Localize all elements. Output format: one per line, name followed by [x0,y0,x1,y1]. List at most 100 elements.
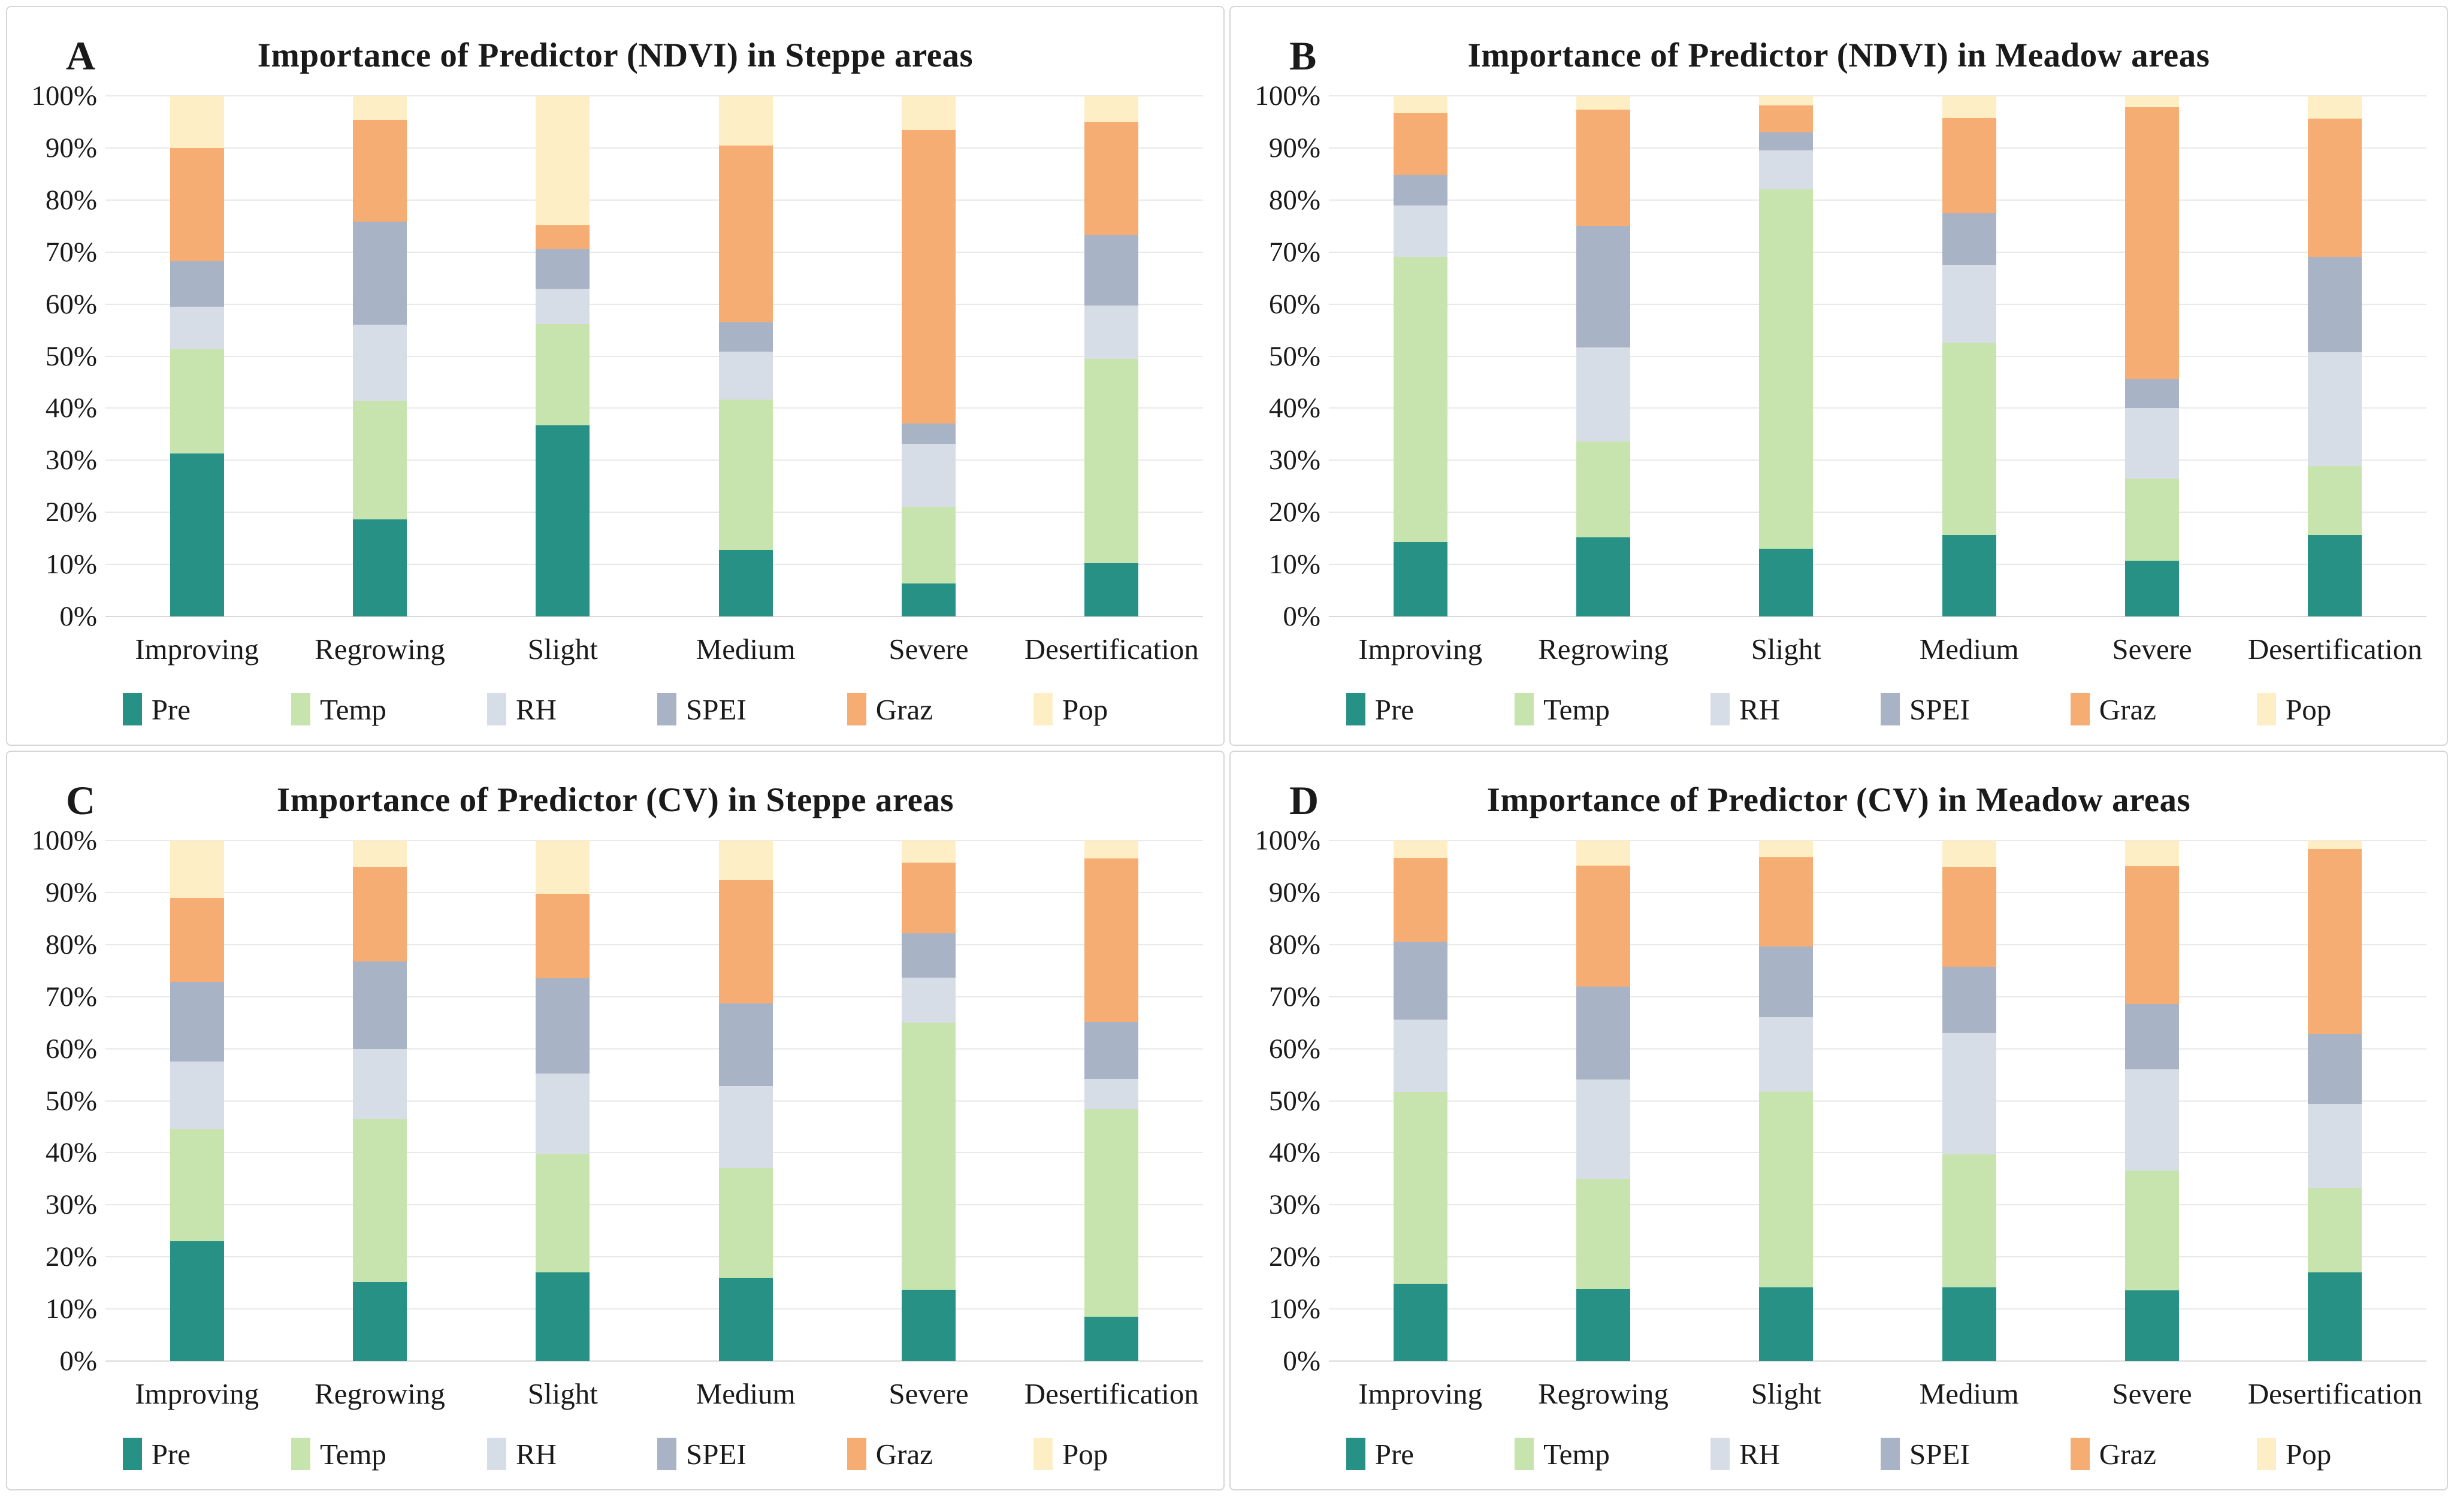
legend-item-pre: Pre [122,1437,191,1471]
panel-c-x-axis: Improving Regrowing Slight Medium Severe Dese… [11,1361,1220,1419]
segment-pop [901,840,956,863]
y-tick-label: 90% [45,132,97,164]
bar-slot-medium [654,840,837,1361]
segment-graz [1942,867,1996,967]
panel-a-legend: Pre Temp RH SPEI Graz Pop [11,674,1220,745]
panel-d-chart: 100% 90% 80% 70% 60% 50% 40% 30% 20% 10% 0% [1234,825,2443,1377]
gridline [1329,616,2426,617]
legend-label-temp: Temp [320,693,386,726]
stacked-bar-regrowing [1576,96,1630,616]
gridline [1329,95,2426,96]
segment-pop [170,840,224,898]
legend-swatch-pop [2256,1438,2276,1470]
segment-pop [1576,96,1630,110]
gridline [105,459,1203,461]
x-label-improving: Improving [135,1377,259,1410]
x-label-medium: Medium [1919,1377,2019,1410]
y-tick-label: 50% [45,1085,97,1117]
y-tick-label: 0% [59,1345,97,1377]
x-axis-end-spacer [2426,1377,2443,1419]
legend-label-pre: Pre [1374,1437,1415,1471]
segment-spei [170,261,224,307]
legend-label-rh: RH [1739,1437,1781,1471]
segment-graz [352,867,407,961]
segment-temp [170,349,224,454]
segment-pop [170,96,224,148]
segment-rh [718,351,773,400]
segment-rh [901,443,956,507]
y-tick-label: 80% [1268,929,1320,960]
segment-pre [1084,563,1139,616]
segment-graz [901,863,956,933]
legend-label-rh: RH [515,693,557,726]
gridline [105,1100,1203,1102]
segment-rh [170,306,224,350]
x-label-desertification: Desertification [1024,1377,1199,1410]
segment-graz [718,146,773,323]
bar-slot-medium [654,96,837,616]
segment-graz [170,897,224,982]
legend-swatch-temp [291,693,311,725]
segment-rh [1759,150,1814,190]
x-axis-end-spacer [1203,632,1220,674]
legend-label-temp: Temp [1543,693,1610,726]
segment-graz [2124,107,2179,379]
gridline [105,199,1203,201]
legend-swatch-pre [1346,693,1365,725]
segment-rh [2308,1103,2362,1188]
x-label-improving: Improving [1358,633,1483,666]
y-tick-label: 20% [1268,497,1320,528]
panel-b-x-axis: Improving Regrowing Slight Medium Severe Dese… [1234,616,2443,674]
x-label-slight: Slight [1751,633,1821,666]
gridline [1329,944,2426,945]
legend-item-graz: Graz [847,1437,933,1471]
segment-graz [2124,866,2179,1004]
bar-slot-slight [1695,96,1878,616]
legend-item-pop: Pop [2256,1437,2331,1471]
gridline [1329,840,2426,841]
segment-pre [718,549,773,616]
legend-label-spei: SPEI [686,1437,747,1471]
legend-label-spei: SPEI [1909,693,1970,726]
y-tick-label: 70% [45,236,97,268]
segment-temp [170,1129,224,1242]
legend-label-graz: Graz [2099,693,2156,726]
x-label-slight: Slight [527,1377,598,1410]
y-tick-label: 90% [45,876,97,908]
x-axis-end-spacer [1203,1377,1220,1419]
stacked-bar-severe [2124,840,2179,1361]
y-tick-label: 0% [1283,601,1320,632]
y-tick-label: 80% [1268,184,1320,216]
y-tick-label: 100% [1255,80,1320,111]
gridline [105,616,1203,617]
gridline [1329,1360,2426,1362]
segment-pop [1759,840,1814,857]
gridline [105,1204,1203,1206]
gridline [1329,147,2426,149]
segment-pop [352,840,407,867]
segment-rh [1576,347,1630,442]
legend-swatch-graz [2070,693,2090,725]
panel-a-letter: A [66,33,96,78]
panel-d-x-labels: Improving Regrowing Slight Medium Severe Dese… [1329,1377,2426,1419]
bars-layer [105,96,1203,616]
legend-item-pop: Pop [1033,693,1108,727]
y-tick-label: 70% [45,981,97,1012]
segment-spei [2124,379,2179,409]
panel-b-title: Importance of Predictor (NDVI) in Meadow… [1467,37,2210,74]
segment-spei [901,933,956,978]
segment-graz [1759,105,1814,132]
segment-pre [1576,1289,1630,1361]
segment-pop [1393,840,1447,858]
bar-slot-medium [1878,96,2060,616]
bar-slot-improving [105,96,288,616]
legend-swatch-pop [2256,693,2276,725]
x-axis-spacer [11,1377,105,1419]
y-tick-label: 80% [45,184,97,216]
legend-swatch-temp [291,1438,311,1470]
segment-rh [2124,408,2179,479]
legend-swatch-graz [2070,1438,2090,1470]
panel-c-legend: Pre Temp RH SPEI Graz Pop [11,1419,1220,1489]
gridline [105,1256,1203,1258]
gridline [105,303,1203,305]
